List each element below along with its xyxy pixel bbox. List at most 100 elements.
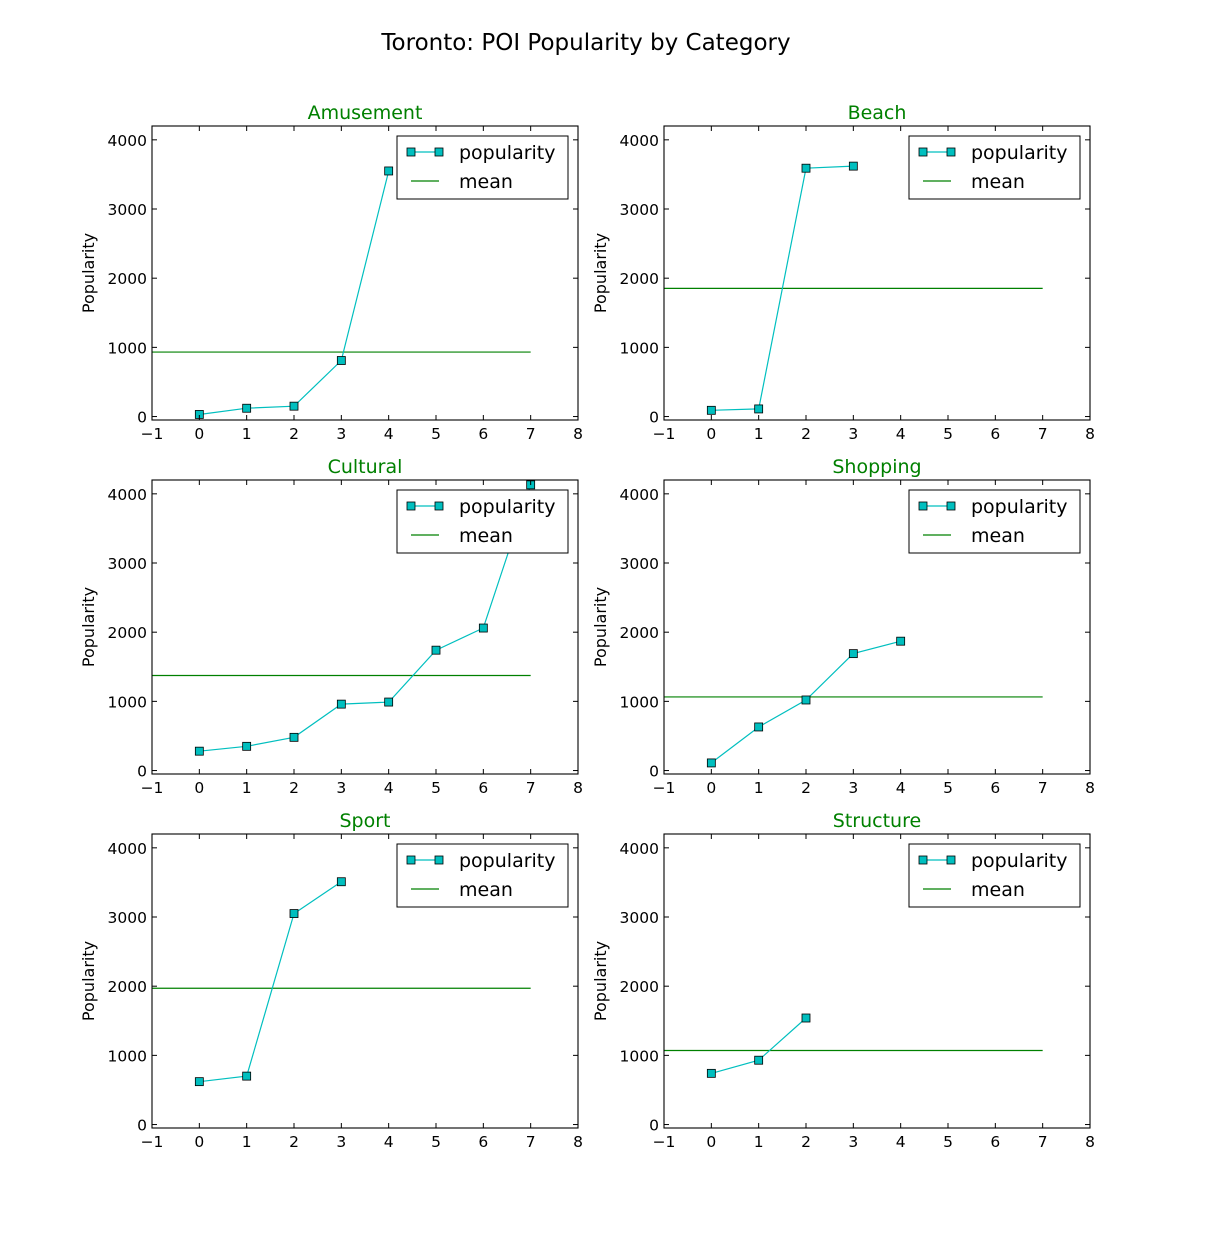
- legend-popularity-marker: [434, 855, 444, 865]
- y-tick-label: 1000: [620, 1047, 659, 1065]
- popularity-marker: [478, 623, 488, 633]
- y-tick-label: 3000: [620, 909, 659, 927]
- legend-box: [908, 489, 1081, 554]
- y-tick-label: 3000: [108, 909, 147, 927]
- legend: popularity mean: [908, 135, 1081, 200]
- popularity-marker: [384, 697, 394, 707]
- popularity-marker: [706, 1068, 716, 1078]
- x-tick-label: 5: [431, 1133, 441, 1151]
- y-tick-label: 4000: [620, 840, 659, 858]
- legend: popularity mean: [908, 843, 1081, 908]
- y-tick-label: 3000: [108, 555, 147, 573]
- popularity-marker: [801, 1013, 811, 1023]
- x-tick-label: 8: [1085, 425, 1095, 443]
- x-tick-label: 1: [754, 779, 764, 797]
- popularity-marker: [754, 722, 764, 732]
- x-tick-label: 0: [194, 779, 204, 797]
- subplot-title: Shopping: [832, 456, 921, 478]
- x-tick-label: 3: [336, 425, 346, 443]
- popularity-marker: [336, 356, 346, 365]
- legend-label-mean: mean: [971, 525, 1025, 547]
- x-tick-label: 3: [336, 1133, 346, 1151]
- subplot-title: Structure: [833, 810, 921, 832]
- legend-label-popularity: popularity: [459, 142, 556, 164]
- y-axis-label: Popularity: [591, 233, 610, 313]
- x-tick-label: 6: [478, 1133, 488, 1151]
- popularity-marker: [706, 758, 716, 768]
- x-tick-label: 2: [289, 779, 299, 797]
- x-tick-label: 5: [943, 425, 953, 443]
- y-tick-label: 3000: [108, 201, 147, 219]
- y-tick-label: 1000: [108, 339, 147, 357]
- y-tick-label: 2000: [108, 624, 147, 642]
- popularity-marker: [431, 645, 441, 655]
- popularity-marker: [706, 405, 716, 415]
- legend-box: [908, 135, 1081, 200]
- subplot-title: Cultural: [328, 456, 403, 478]
- popularity-marker: [848, 649, 858, 659]
- y-tick-label: 2000: [108, 978, 147, 996]
- y-tick-label: 1000: [620, 339, 659, 357]
- x-tick-label: 7: [526, 779, 536, 797]
- popularity-line: [199, 484, 532, 752]
- popularity-marker: [242, 403, 252, 413]
- axes-frame: [663, 125, 1091, 421]
- x-tick-label: 8: [573, 425, 583, 443]
- axes-frame: [151, 479, 579, 775]
- y-tick-label: 0: [649, 763, 659, 781]
- x-tick-label: 2: [801, 1133, 811, 1151]
- legend-label-mean: mean: [459, 879, 513, 901]
- popularity-line: [711, 1017, 807, 1074]
- y-tick-label: 4000: [108, 840, 147, 858]
- x-tick-label: 7: [1038, 779, 1048, 797]
- legend-label-popularity: popularity: [459, 850, 556, 872]
- x-tick-label: −1: [653, 1133, 676, 1151]
- popularity-marker: [384, 166, 394, 176]
- legend: popularity mean: [396, 489, 569, 554]
- legend-popularity-marker: [918, 501, 928, 511]
- y-tick-label: 0: [137, 409, 147, 427]
- axes-frame: [151, 125, 579, 421]
- popularity-line: [199, 881, 342, 1083]
- x-tick-label: 3: [336, 779, 346, 797]
- y-tick-label: 1000: [620, 693, 659, 711]
- y-axis-label: Popularity: [591, 587, 610, 667]
- legend-label-mean: mean: [459, 525, 513, 547]
- x-tick-label: 7: [526, 425, 536, 443]
- x-tick-label: 5: [943, 779, 953, 797]
- popularity-marker: [896, 636, 906, 646]
- y-tick-label: 1000: [108, 1047, 147, 1065]
- x-tick-label: 7: [1038, 1133, 1048, 1151]
- subplot-title: Sport: [339, 810, 390, 832]
- y-tick-label: 4000: [108, 132, 147, 150]
- popularity-marker: [242, 1071, 252, 1081]
- legend-popularity-marker: [406, 501, 416, 511]
- popularity-line: [711, 165, 854, 411]
- x-tick-label: 2: [801, 425, 811, 443]
- subplot-title: Amusement: [308, 102, 423, 124]
- y-tick-label: 0: [649, 1117, 659, 1135]
- x-tick-label: 2: [289, 1133, 299, 1151]
- legend-popularity-marker: [946, 147, 956, 157]
- x-tick-label: 2: [801, 779, 811, 797]
- legend-label-mean: mean: [971, 171, 1025, 193]
- x-tick-label: 1: [242, 779, 252, 797]
- legend-label-popularity: popularity: [971, 850, 1068, 872]
- x-tick-label: 5: [431, 425, 441, 443]
- popularity-marker: [194, 1077, 204, 1087]
- popularity-marker: [289, 909, 299, 918]
- legend-box: [396, 843, 569, 908]
- x-tick-label: 4: [896, 425, 906, 443]
- popularity-marker: [289, 401, 299, 411]
- x-tick-label: 1: [754, 1133, 764, 1151]
- legend: popularity mean: [396, 135, 569, 200]
- popularity-marker: [336, 877, 346, 887]
- y-tick-label: 4000: [620, 486, 659, 504]
- x-tick-label: 8: [1085, 779, 1095, 797]
- popularity-marker: [242, 741, 252, 751]
- y-tick-label: 4000: [620, 132, 659, 150]
